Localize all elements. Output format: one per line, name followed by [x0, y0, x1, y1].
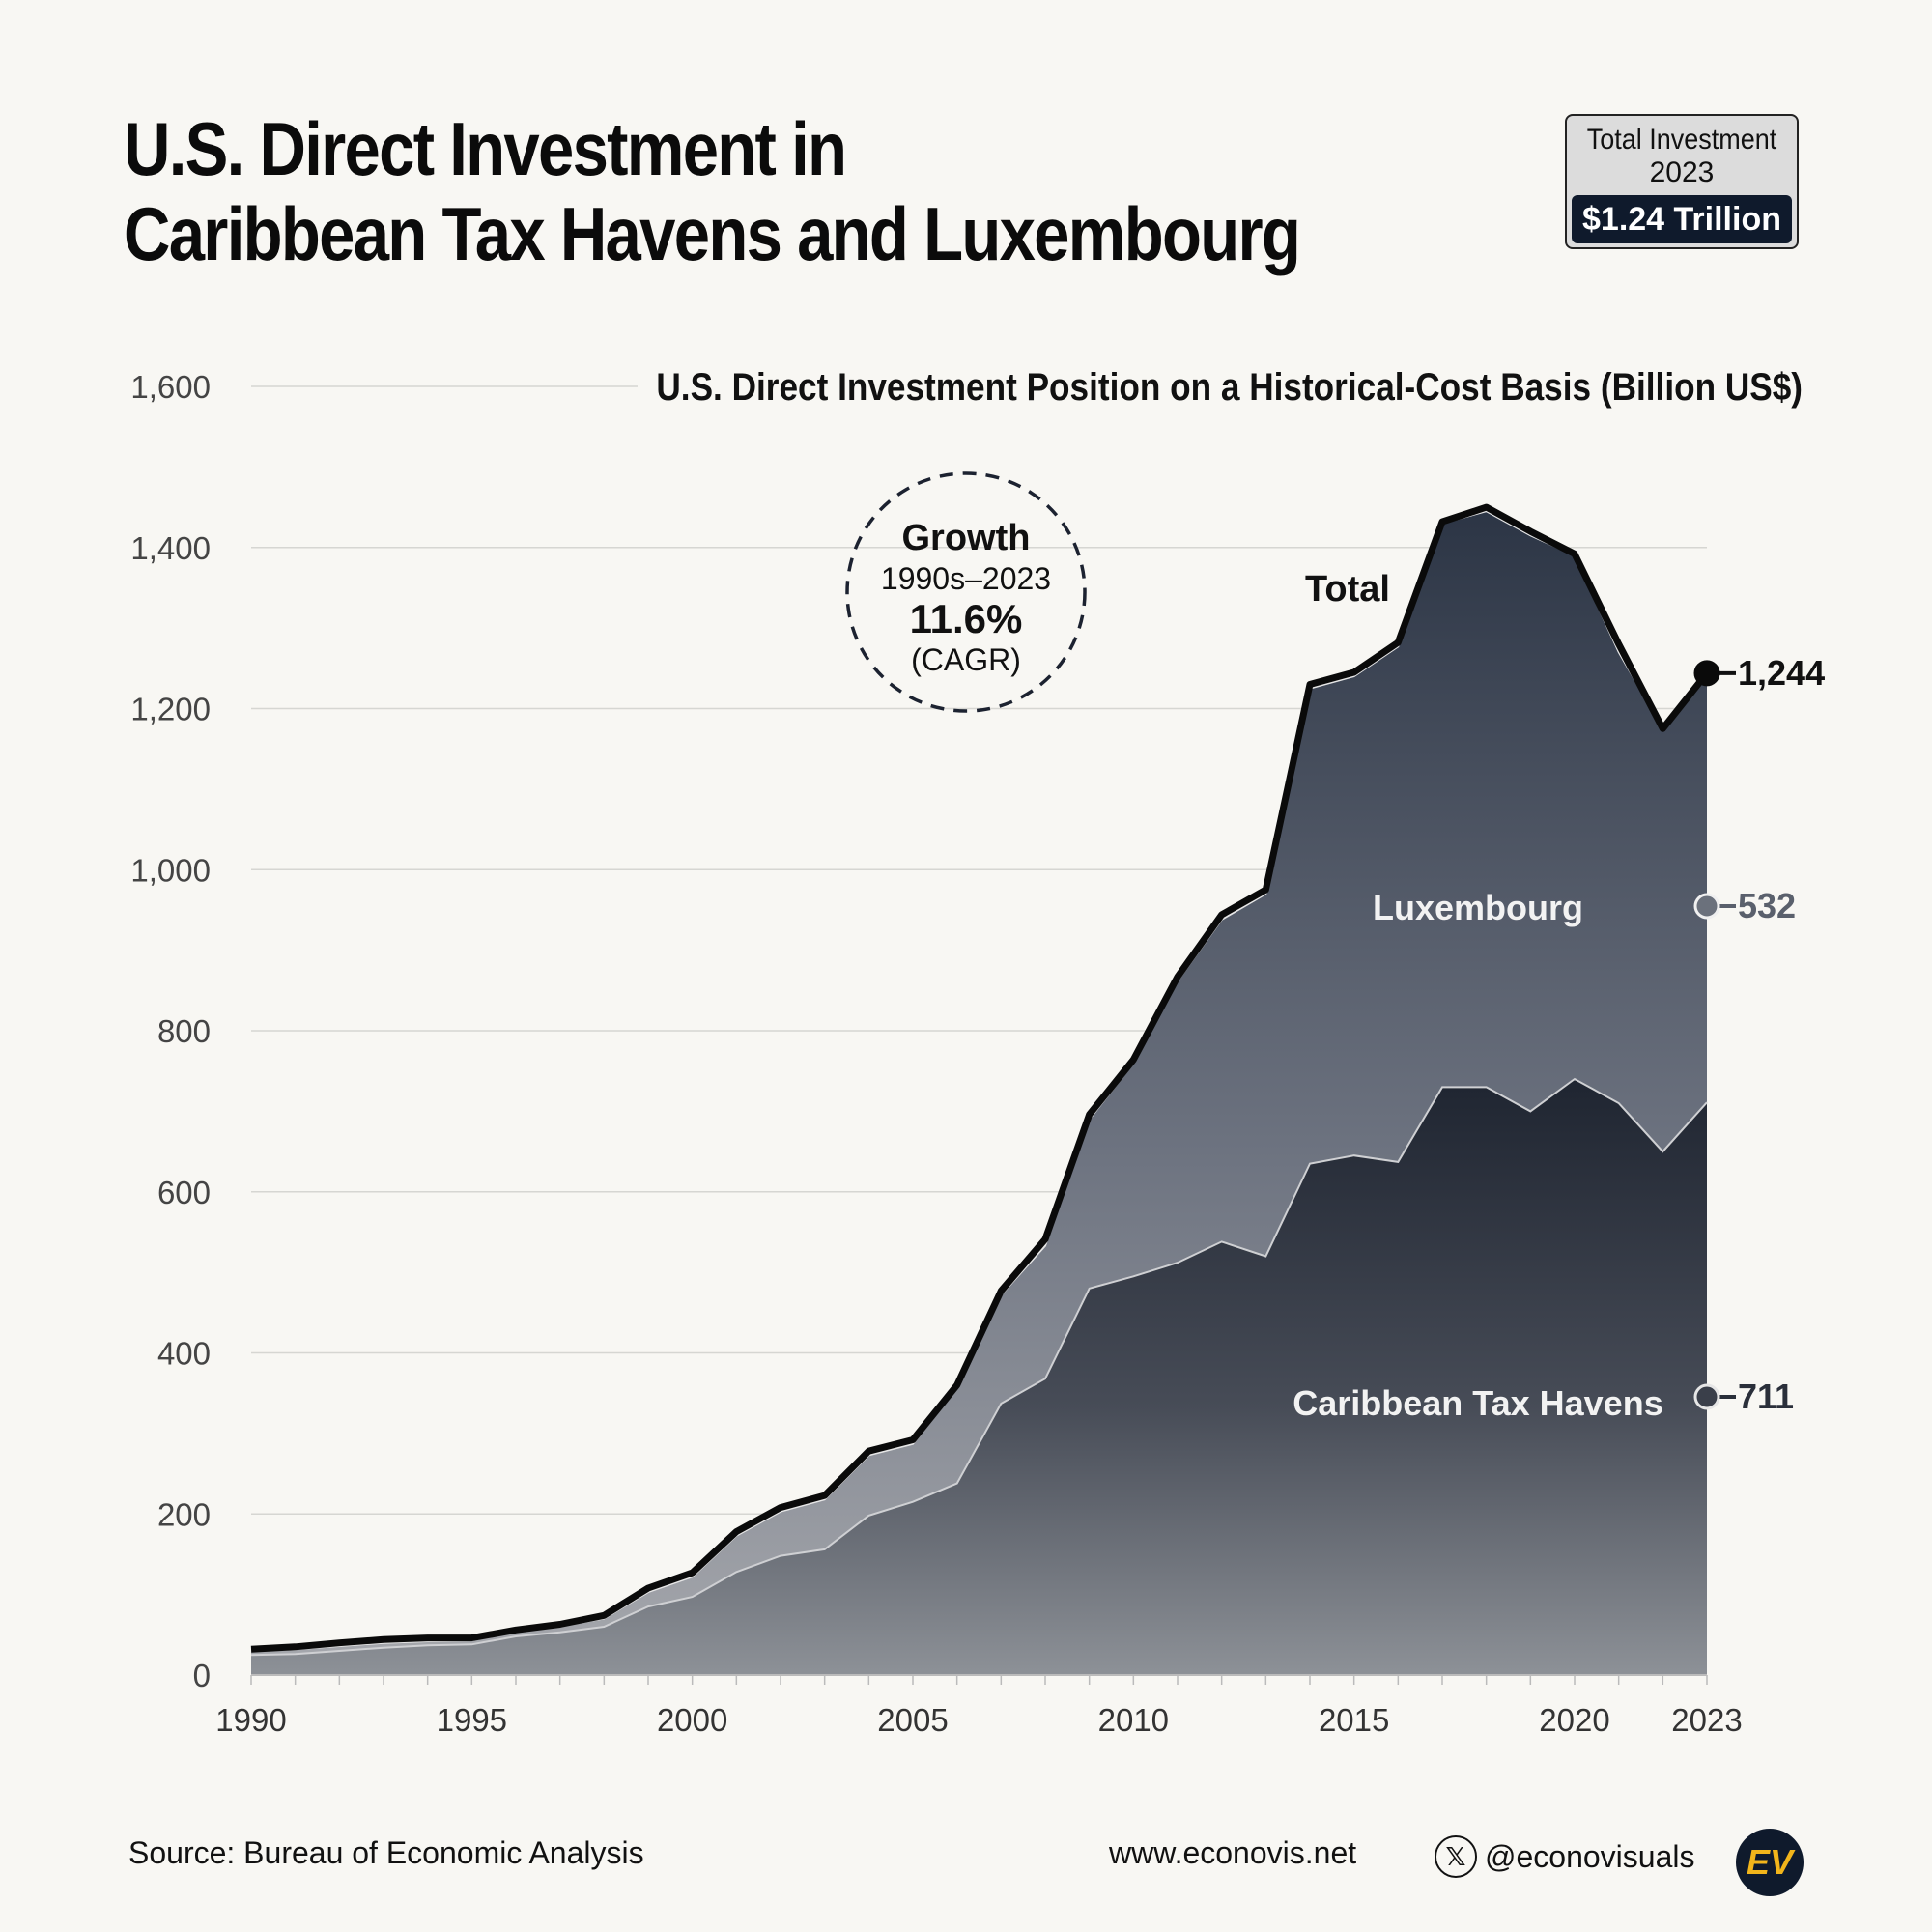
- caribbean-end-label: 711: [1738, 1377, 1794, 1416]
- y-tick-label: 600: [157, 1175, 211, 1210]
- growth-title: Growth: [902, 518, 1031, 558]
- y-tick-label: 1,600: [130, 369, 211, 405]
- y-tick-label: 400: [157, 1336, 211, 1372]
- caribbean-end-marker: [1693, 1383, 1720, 1410]
- x-tick-label: 2010: [1098, 1702, 1169, 1738]
- y-tick-label: 1,200: [130, 692, 211, 727]
- chart-areas: [250, 503, 1710, 1676]
- luxembourg-end-label: 532: [1738, 886, 1796, 925]
- website-link[interactable]: www.econovis.net: [1109, 1835, 1357, 1870]
- x-tick-label: 2000: [657, 1702, 727, 1738]
- y-tick-label: 200: [157, 1496, 211, 1532]
- title-line-2: Caribbean Tax Havens and Luxembourg: [124, 191, 1301, 276]
- x-tick-label: 2005: [877, 1702, 948, 1738]
- x-tick-label: 2023: [1671, 1702, 1742, 1738]
- y-axis-ticks: 0 200 400 600 800 1,000 1,200 1,400 1,600: [130, 369, 211, 1693]
- chart-title-backdrop: [638, 367, 1816, 417]
- total-line: [250, 503, 1710, 1653]
- growth-period: 1990s–2023: [881, 561, 1051, 596]
- y-tick-label: 0: [193, 1658, 211, 1693]
- title-line-1: U.S. Direct Investment in: [124, 106, 847, 191]
- x-tick-label: 1995: [437, 1702, 507, 1738]
- total-end-label: 1,244: [1738, 653, 1825, 693]
- ev-logo-icon: EV: [1736, 1829, 1804, 1896]
- badge-label: Total Investment: [1586, 124, 1777, 156]
- social-handle-text: @econovisuals: [1485, 1838, 1695, 1874]
- source-note: Source: Bureau of Economic Analysis: [128, 1835, 644, 1870]
- x-logo-icon: 𝕏: [1435, 1835, 1477, 1878]
- x-tick-label: 2015: [1319, 1702, 1389, 1738]
- social-handle[interactable]: 𝕏 @econovisuals: [1435, 1835, 1694, 1878]
- growth-dashed-circle: [845, 471, 1087, 713]
- x-axis-ticks: 1990 1995 2000 2005 2010 2015 2020 2023: [215, 1675, 1743, 1738]
- total-label: Total: [1305, 569, 1390, 610]
- caribbean-area: [251, 1079, 1707, 1675]
- page-title: U.S. Direct Investment in Caribbean Tax …: [124, 106, 1301, 276]
- badge-year: 2023: [1649, 156, 1715, 188]
- total-end-marker: [1693, 660, 1720, 687]
- luxembourg-end-marker: [1693, 893, 1720, 920]
- luxembourg-label: Luxembourg: [1373, 888, 1583, 927]
- y-tick-label: 1,400: [130, 530, 211, 566]
- growth-note: (CAGR): [911, 642, 1021, 677]
- chart-labels: Total Luxembourg Caribbean Tax Havens 1,244…: [1293, 569, 1825, 1423]
- growth-callout: Growth 1990s–2023 11.6% (CAGR): [845, 471, 1087, 713]
- growth-rate: 11.6%: [910, 596, 1023, 641]
- y-tick-label: 1,000: [130, 852, 211, 888]
- total-investment-badge: Total Investment 2023 $1.24 Trillion: [1565, 114, 1799, 249]
- chart-title: U.S. Direct Investment Position on a His…: [656, 365, 1803, 409]
- x-tick-label: 2020: [1539, 1702, 1609, 1738]
- caribbean-edge: [250, 1077, 1708, 1657]
- x-tick-label: 1990: [215, 1702, 286, 1738]
- y-tick-label: 800: [157, 1013, 211, 1049]
- caribbean-label: Caribbean Tax Havens: [1293, 1383, 1662, 1423]
- badge-value: $1.24 Trillion: [1572, 195, 1792, 243]
